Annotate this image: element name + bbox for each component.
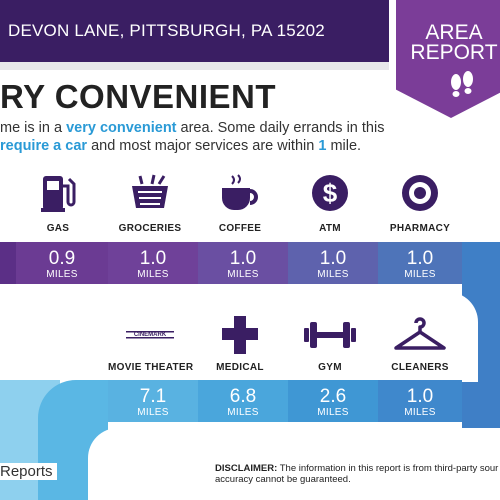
address-text: DEVON LANE, PITTSBURGH, PA 15202 [8, 21, 325, 40]
service-label: PHARMACY [389, 223, 451, 234]
cinema-logo-text: CINEMARK [134, 332, 167, 338]
service-medical: MEDICAL [198, 314, 282, 380]
distance-value: 7.1 [139, 386, 167, 407]
distance-value: 0.9 [48, 248, 76, 269]
summary-highlight: 1 [318, 138, 327, 154]
distance-unit: MILES [404, 407, 436, 418]
distance-groceries: 1.0 MILES [108, 242, 198, 284]
disclaimer-label: DISCLAIMER: [215, 463, 278, 474]
service-pharmacy: PHARMACY [378, 172, 462, 242]
distance-row-1: 0.9 MILES 1.0 MILES 1.0 MILES 1.0 MILES … [0, 242, 500, 284]
distance-value: 1.0 [319, 248, 347, 269]
badge-line-1: AREA [425, 21, 483, 44]
distance-unit: MILES [404, 269, 436, 280]
distance-value: 1.0 [406, 386, 434, 407]
service-label: CLEANERS [391, 362, 449, 373]
distance-movie-theater: 7.1 MILES [108, 380, 198, 422]
service-groceries: GROCERIES [108, 172, 192, 242]
area-report-badge [396, 0, 500, 118]
distance-pharmacy: 1.0 MILES [378, 242, 462, 284]
distance-unit: MILES [227, 407, 259, 418]
distance-value: 1.0 [139, 248, 167, 269]
summary-text: me is in a very convenient area. Some da… [0, 119, 400, 155]
service-label: COFFEE [218, 223, 262, 234]
disclaimer-text: DISCLAIMER: The information in this repo… [215, 463, 500, 485]
service-label: GYM [318, 362, 342, 373]
disclaimer-body: The information in this report is from t… [277, 463, 499, 474]
distance-medical: 6.8 MILES [198, 380, 288, 422]
pharmacy-target-icon [402, 175, 438, 211]
medical-cross-icon [222, 316, 258, 354]
distance-row-2: 7.1 MILES 6.8 MILES 2.6 MILES 1.0 MILES [0, 380, 500, 422]
service-movie-theater: CINEMARK MOVIE THEATER [108, 314, 194, 380]
cinema-logo-icon: CINEMARK [126, 331, 174, 339]
distance-unit: MILES [227, 269, 259, 280]
page-title: RY CONVENIENT [0, 78, 277, 115]
summary-part: mile. [326, 138, 362, 154]
coffee-cup-icon [222, 174, 258, 210]
footprints-icon [451, 71, 473, 97]
distance-value: 6.8 [229, 386, 257, 407]
service-coffee: COFFEE [198, 172, 282, 242]
distance-value: 1.0 [406, 248, 434, 269]
distance-value: 2.6 [319, 386, 347, 407]
atm-dollar-icon: $ [312, 175, 348, 211]
service-cleaners: CLEANERS [378, 314, 462, 380]
header-divider [0, 62, 500, 70]
distance-atm: 1.0 MILES [288, 242, 378, 284]
dumbbell-icon [304, 322, 356, 348]
svg-text:$: $ [323, 178, 338, 208]
disclaimer-body: accuracy cannot be guaranteed. [215, 474, 351, 485]
summary-highlight: require a car [0, 138, 88, 154]
distance-gas: 0.9 MILES [16, 242, 108, 284]
summary-part: area. Some daily errands in this [176, 120, 385, 136]
distance-unit: MILES [46, 269, 78, 280]
hanger-icon [394, 317, 446, 350]
service-label: MEDICAL [216, 362, 264, 373]
distance-band-edge [0, 242, 16, 284]
services-row-1: GAS GROCERIES COFFEE $ ATM PHARMACY [0, 172, 500, 242]
distance-coffee: 1.0 MILES [198, 242, 288, 284]
service-label: MOVIE THEATER [108, 362, 194, 373]
content-card-2 [88, 428, 500, 500]
grocery-basket-icon [132, 174, 168, 208]
service-label: GROCERIES [118, 223, 182, 234]
distance-gym: 2.6 MILES [288, 380, 378, 422]
service-gas: GAS [16, 172, 100, 242]
service-label: ATM [319, 223, 341, 234]
distance-unit: MILES [317, 407, 349, 418]
gas-pump-icon [41, 176, 76, 212]
summary-highlight: very convenient [66, 120, 177, 136]
badge-line-2: REPORT [410, 41, 498, 64]
summary-part: and most major services are within [87, 138, 319, 154]
services-row-2: CINEMARK MOVIE THEATER MEDICAL GYM CLEAN… [0, 314, 500, 380]
distance-cleaners: 1.0 MILES [378, 380, 462, 422]
distance-unit: MILES [317, 269, 349, 280]
summary-part: me is in a [0, 120, 67, 136]
distance-value: 1.0 [229, 248, 257, 269]
service-gym: GYM [288, 314, 372, 380]
distance-unit: MILES [137, 269, 169, 280]
service-label: GAS [46, 223, 70, 234]
footer-brand: Reports [0, 463, 57, 480]
distance-unit: MILES [137, 407, 169, 418]
service-atm: $ ATM [288, 172, 372, 242]
